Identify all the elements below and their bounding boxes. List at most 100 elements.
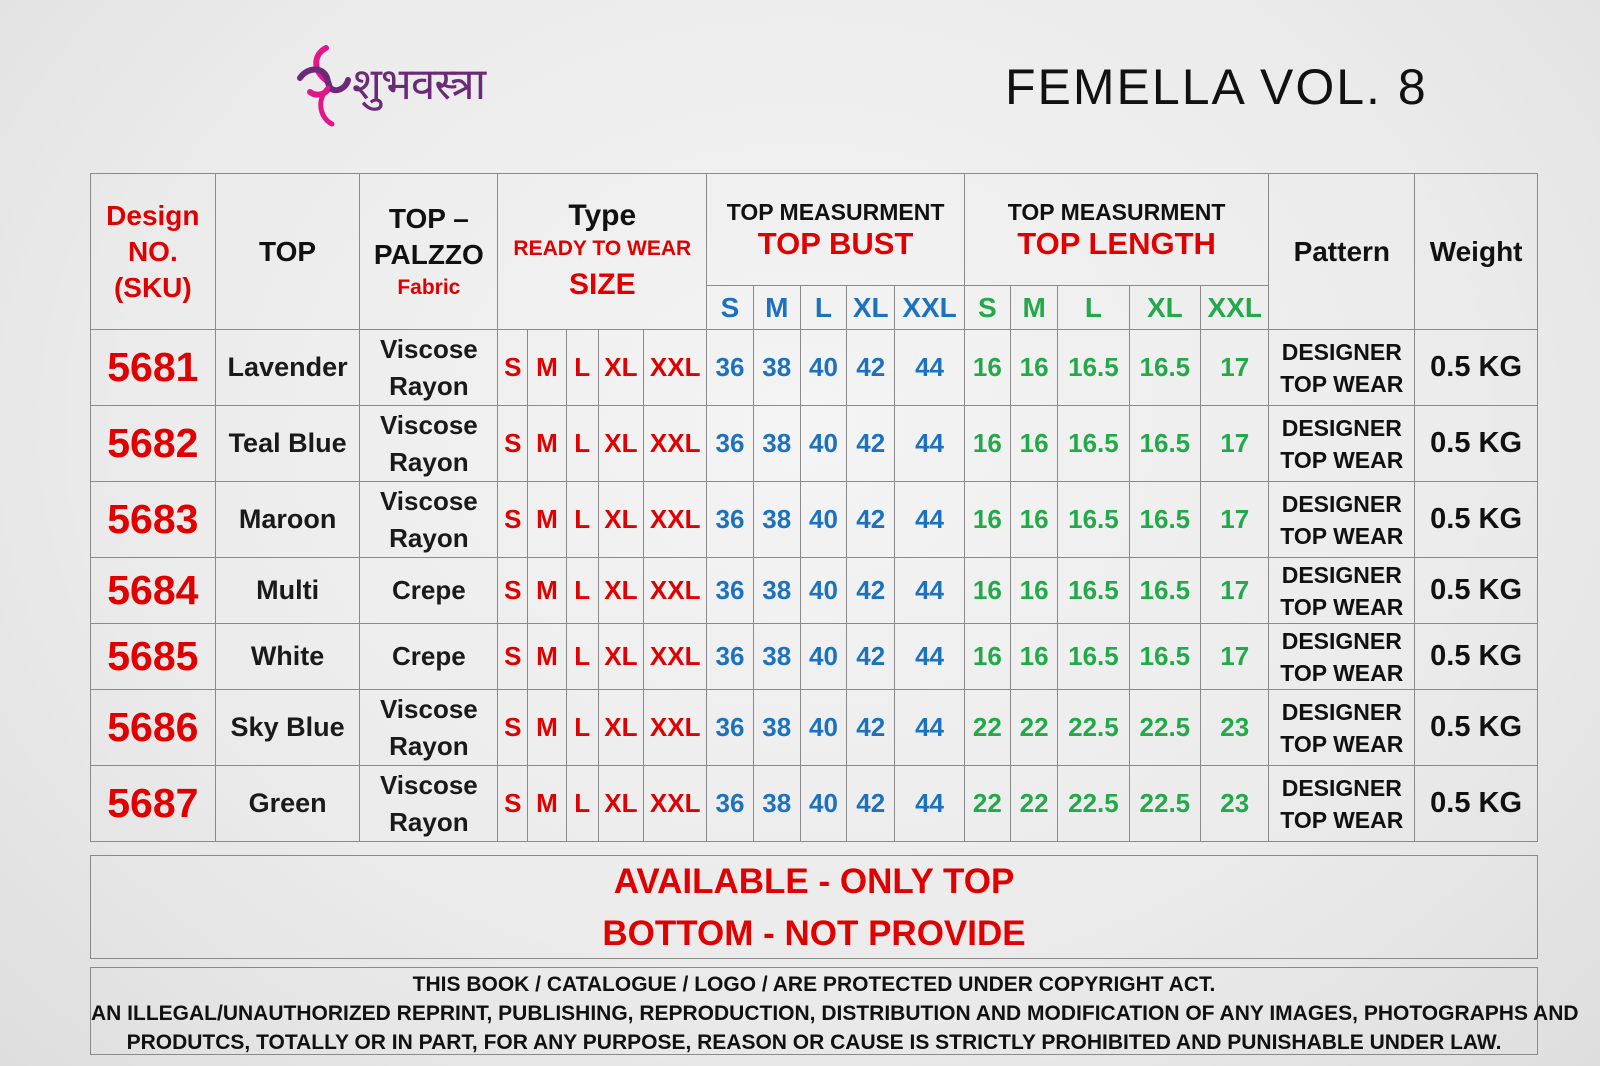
bust-cell: 38 — [752, 557, 801, 624]
header-pattern: Pattern — [1268, 173, 1416, 330]
size-cell: M — [527, 689, 567, 766]
length-cell: 16 — [963, 623, 1012, 690]
header-top: TOP — [214, 173, 361, 330]
pattern-cell: DESIGNER TOP WEAR — [1268, 557, 1416, 624]
size-cell: XL — [597, 623, 645, 690]
header-top-length: TOP MEASURMENT TOP LENGTH — [963, 173, 1270, 286]
length-cell: 22.5 — [1128, 765, 1202, 842]
length-cell: 23 — [1200, 765, 1270, 842]
size-cell: XXL — [643, 481, 708, 558]
pattern-cell: DESIGNER TOP WEAR — [1268, 689, 1416, 766]
table-row: 5686 Sky Blue Viscose Rayon S M L XL XXL … — [90, 689, 1538, 766]
length-cell: 17 — [1200, 623, 1270, 690]
length-size-header: XL — [1128, 285, 1202, 330]
size-cell: S — [497, 689, 529, 766]
length-cell: 16 — [1009, 623, 1059, 690]
availability-line: AVAILABLE - ONLY TOP — [613, 862, 1015, 901]
length-cell: 22 — [963, 689, 1012, 766]
bust-cell: 36 — [706, 557, 754, 624]
bust-cell: 44 — [894, 765, 965, 842]
brand-logo: शुभवस्त्रा — [292, 40, 552, 132]
size-cell: L — [565, 689, 599, 766]
size-cell: L — [565, 329, 599, 406]
bust-cell: 42 — [846, 623, 896, 690]
length-cell: 16 — [963, 329, 1012, 406]
size-cell: XXL — [643, 623, 708, 690]
length-size-header: S — [963, 285, 1012, 330]
header-type: Type READY TO WEAR SIZE — [497, 173, 708, 330]
header-top-bust: TOP MEASURMENT TOP BUST — [706, 173, 965, 286]
length-cell: 17 — [1200, 405, 1270, 482]
size-cell: XL — [597, 557, 645, 624]
size-cell: S — [497, 405, 529, 482]
length-cell: 16 — [963, 481, 1012, 558]
size-cell: S — [497, 329, 529, 406]
length-size-header: XXL — [1200, 285, 1270, 330]
pattern-cell: DESIGNER TOP WEAR — [1268, 481, 1416, 558]
weight-cell: 0.5 KG — [1414, 689, 1538, 766]
length-cell: 23 — [1200, 689, 1270, 766]
weight-cell: 0.5 KG — [1414, 405, 1538, 482]
size-cell: M — [527, 623, 567, 690]
color-cell: Maroon — [214, 481, 361, 558]
bust-cell: 36 — [706, 329, 754, 406]
length-cell: 17 — [1200, 329, 1270, 406]
size-cell: S — [497, 623, 529, 690]
bust-cell: 40 — [799, 765, 848, 842]
bust-cell: 36 — [706, 481, 754, 558]
swirl-logo-icon — [297, 45, 351, 127]
size-cell: XL — [597, 765, 645, 842]
weight-cell: 0.5 KG — [1414, 329, 1538, 406]
copyright-line: THIS BOOK / CATALOGUE / LOGO / ARE PROTE… — [412, 973, 1216, 996]
size-cell: M — [527, 329, 567, 406]
bust-cell: 40 — [799, 481, 848, 558]
sku-cell: 5684 — [90, 557, 216, 624]
pattern-cell: DESIGNER TOP WEAR — [1268, 765, 1416, 842]
bust-cell: 38 — [752, 405, 801, 482]
bust-cell: 44 — [894, 329, 965, 406]
pattern-cell: DESIGNER TOP WEAR — [1268, 623, 1416, 690]
sku-cell: 5687 — [90, 765, 216, 842]
bust-size-header: XXL — [894, 285, 965, 330]
length-cell: 16.5 — [1128, 481, 1202, 558]
length-cell: 16 — [963, 405, 1012, 482]
length-cell: 16.5 — [1057, 405, 1130, 482]
fabric-cell: Viscose Rayon — [359, 765, 499, 842]
size-cell: L — [565, 405, 599, 482]
header-design-no: Design NO. (SKU) — [90, 173, 216, 330]
size-cell: XL — [597, 481, 645, 558]
fabric-cell: Viscose Rayon — [359, 329, 499, 406]
weight-cell: 0.5 KG — [1414, 557, 1538, 624]
length-cell: 16.5 — [1128, 623, 1202, 690]
length-cell: 16.5 — [1057, 329, 1130, 406]
fabric-cell: Viscose Rayon — [359, 405, 499, 482]
bust-cell: 36 — [706, 765, 754, 842]
bust-cell: 42 — [846, 481, 896, 558]
size-cell: S — [497, 765, 529, 842]
size-cell: M — [527, 481, 567, 558]
length-cell: 16 — [1009, 329, 1059, 406]
bust-size-header: L — [799, 285, 848, 330]
bust-cell: 40 — [799, 689, 848, 766]
length-cell: 22 — [963, 765, 1012, 842]
size-cell: M — [527, 765, 567, 842]
bust-cell: 36 — [706, 405, 754, 482]
table-row: 5687 Green Viscose Rayon S M L XL XXL 36 … — [90, 765, 1538, 842]
bust-cell: 40 — [799, 557, 848, 624]
size-chart-table: Design NO. (SKU) TOP TOP – PALZZO Fabric T… — [90, 173, 1538, 842]
size-cell: S — [497, 481, 529, 558]
bust-cell: 38 — [752, 329, 801, 406]
bust-cell: 36 — [706, 689, 754, 766]
length-cell: 22 — [1009, 689, 1059, 766]
copyright-notice: THIS BOOK / CATALOGUE / LOGO / ARE PROTE… — [90, 967, 1579, 1055]
size-cell: XL — [597, 689, 645, 766]
size-cell: XL — [597, 405, 645, 482]
sku-cell: 5685 — [90, 623, 216, 690]
copyright-line: PRODUTCS, TOTALLY OR IN PART, FOR ANY PU… — [126, 1031, 1502, 1054]
pattern-cell: DESIGNER TOP WEAR — [1268, 405, 1416, 482]
bust-cell: 38 — [752, 689, 801, 766]
bust-cell: 42 — [846, 329, 896, 406]
color-cell: Teal Blue — [214, 405, 361, 482]
bust-size-header: M — [752, 285, 801, 330]
length-cell: 17 — [1200, 481, 1270, 558]
